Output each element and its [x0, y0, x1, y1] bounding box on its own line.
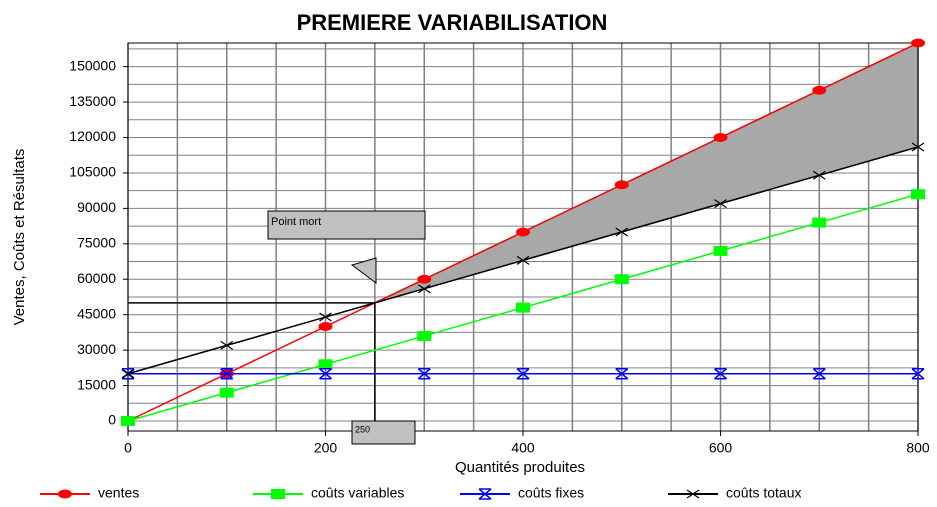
marker — [812, 170, 826, 180]
annotation-box — [267, 210, 426, 240]
y-tick-label: 120000 — [69, 128, 116, 144]
marker — [911, 38, 925, 48]
legend-marker — [686, 489, 700, 499]
marker — [516, 368, 530, 380]
marker — [714, 368, 727, 380]
y-tick-label: 135000 — [69, 93, 116, 109]
legend-label: coûts totaux — [726, 485, 802, 501]
legend-marker — [478, 488, 492, 500]
y-tick-label: 90000 — [77, 199, 116, 215]
marker — [417, 284, 431, 294]
marker — [812, 368, 826, 380]
y-tick-label: 15000 — [77, 376, 116, 392]
y-tick-label: 45000 — [77, 305, 116, 321]
y-tick-label: 30000 — [77, 341, 116, 357]
marker — [714, 199, 727, 209]
y-tick-label: 105000 — [69, 164, 116, 180]
marker — [220, 368, 234, 380]
break-even-x-label: 250 — [355, 424, 370, 434]
marker — [812, 85, 827, 95]
marker — [417, 274, 432, 284]
marker — [516, 227, 530, 237]
x-tick-label: 400 — [511, 440, 535, 456]
marker — [121, 369, 135, 379]
annotation-box — [351, 420, 416, 445]
y-tick-label: 60000 — [77, 270, 116, 286]
marker — [220, 340, 234, 350]
y-tick-label: 0 — [108, 412, 116, 428]
marker — [911, 189, 925, 200]
x-tick-label: 0 — [124, 440, 132, 456]
x-tick-label: 200 — [314, 440, 338, 456]
marker — [911, 368, 925, 380]
legend-marker — [271, 489, 285, 499]
marker — [516, 255, 530, 265]
marker — [615, 368, 629, 380]
marker — [417, 368, 431, 380]
marker — [911, 142, 925, 152]
y-tick-label: 150000 — [69, 57, 116, 73]
annotation-arrow — [350, 257, 377, 284]
x-tick-label: 800 — [906, 440, 930, 456]
y-axis-label: Ventes, Coûts et Résultats — [11, 149, 28, 326]
marker — [318, 322, 333, 331]
legend-label: ventes — [98, 485, 139, 501]
marker — [318, 359, 333, 370]
legend-marker — [58, 489, 72, 499]
marker — [713, 245, 728, 256]
marker — [614, 274, 629, 285]
x-tick-label: 600 — [709, 440, 733, 456]
marker — [121, 416, 135, 426]
marker — [812, 217, 827, 228]
marker — [319, 312, 332, 322]
marker — [615, 227, 629, 237]
x-axis-label: Quantités produites — [455, 459, 585, 476]
marker — [713, 133, 728, 142]
y-tick-label: 75000 — [77, 235, 116, 251]
marker — [219, 387, 234, 398]
marker — [417, 330, 432, 341]
annotation-label: Point mort — [271, 216, 321, 228]
marker — [614, 180, 629, 190]
marker — [319, 368, 332, 380]
marker — [516, 302, 530, 313]
legend-label: coûts variables — [311, 485, 404, 501]
chart-title: PREMIERE VARIABILISATION — [297, 10, 608, 35]
legend-label: coûts fixes — [518, 485, 584, 501]
